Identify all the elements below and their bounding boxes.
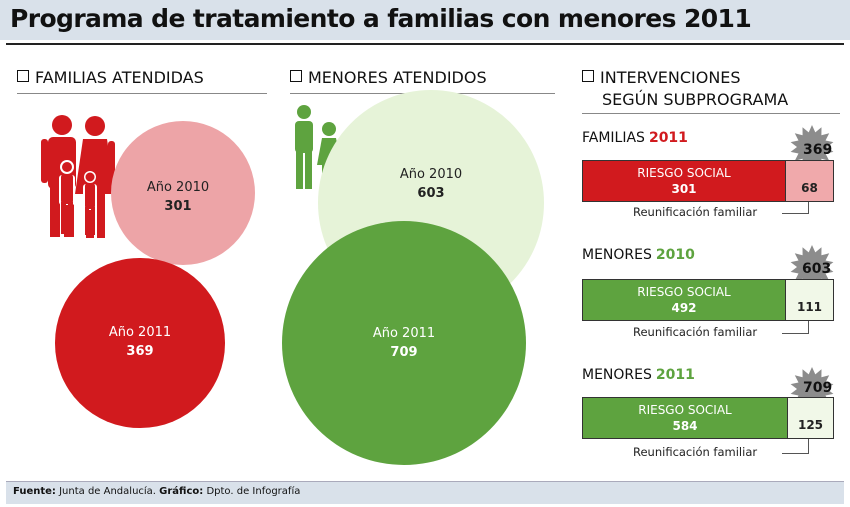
label-year: Año 2011 [372, 326, 436, 341]
section-menores-label: MENORES ATENDIDOS [308, 68, 487, 87]
group-menores-2011-heading: MENORES 2011 [582, 367, 695, 383]
label-familias-2011: Año 2011 369 [80, 323, 200, 361]
label-year: Año 2010 [399, 167, 463, 182]
label-familias-2010: Año 2010 301 [118, 178, 238, 216]
starburst-icon [790, 125, 834, 169]
checkbox-icon [582, 70, 594, 82]
bar-familias-2011: RIESGO SOCIAL 301 68 [582, 160, 834, 202]
label-menores-2010: Año 2010 603 [371, 165, 491, 203]
callout-line [782, 453, 809, 454]
reunificacion-caption: Reunificación familiar [633, 445, 758, 459]
riesgo-value: 584 [672, 419, 698, 433]
group-menores-2010-heading: MENORES 2010 [582, 247, 695, 263]
reunificacion-caption: Reunificación familiar [633, 205, 758, 219]
footer-credits: Fuente: Junta de Andalucía. Gráfico: Dpt… [13, 486, 300, 497]
bubble-menores-2011 [281, 220, 527, 466]
bar-menores-2010: RIESGO SOCIAL 492 111 [582, 279, 834, 321]
callout-tick [808, 439, 809, 453]
label-menores-2011: Año 2011 709 [344, 324, 464, 362]
riesgo-value: 492 [671, 301, 697, 315]
section-menores: MENORES ATENDIDOS [290, 68, 487, 87]
section-familias: FAMILIAS ATENDIDAS [17, 68, 204, 87]
label-value: 301 [164, 199, 192, 214]
bar-reunificacion: 125 [787, 398, 833, 438]
section-intervenciones: INTERVENCIONES [582, 68, 741, 87]
riesgo-label: RIESGO SOCIAL [638, 403, 732, 417]
riesgo-label: RIESGO SOCIAL [637, 166, 731, 180]
section-familias-label: FAMILIAS ATENDIDAS [35, 68, 204, 87]
page-title: Programa de tratamiento a familias con m… [10, 4, 752, 33]
bubble-familias-2010 [111, 121, 255, 265]
footer-grafico-label: Gráfico: [159, 486, 204, 497]
group-label: MENORES [582, 247, 652, 263]
section-rule [17, 93, 267, 94]
checkbox-icon [290, 70, 302, 82]
group-label: MENORES [582, 367, 652, 383]
section-intervenciones-line2: SEGÚN SUBPROGRAMA [602, 90, 789, 109]
bar-reunificacion: 68 [785, 161, 833, 201]
label-value: 603 [417, 186, 445, 201]
family-group-icon [41, 115, 115, 238]
group-year: 2011 [655, 367, 695, 383]
footer-rule [6, 481, 844, 482]
group-year: 2011 [648, 130, 688, 146]
label-year: Año 2011 [108, 325, 172, 340]
checkbox-icon [17, 70, 29, 82]
header-rule [6, 43, 844, 45]
total-menores-2011: 709 [803, 380, 833, 396]
section-intervenciones-line1: INTERVENCIONES [600, 68, 741, 87]
riesgo-value: 301 [671, 182, 697, 196]
bar-reunificacion: 111 [785, 280, 833, 320]
footer-grafico: Dpto. de Infografía [203, 486, 301, 497]
group-familias-2011-heading: FAMILIAS 2011 [582, 130, 688, 146]
label-year: Año 2010 [146, 180, 210, 195]
footer-bar [6, 482, 844, 504]
bar-riesgo-social: RIESGO SOCIAL 301 [583, 161, 785, 201]
section-rule [582, 113, 840, 114]
header-bar [0, 0, 850, 40]
label-value: 709 [390, 345, 418, 360]
bar-riesgo-social: RIESGO SOCIAL 584 [583, 398, 787, 438]
bar-menores-2011: RIESGO SOCIAL 584 125 [582, 397, 834, 439]
bubble-familias-2011 [55, 258, 225, 428]
callout-line [782, 333, 809, 334]
group-label: FAMILIAS [582, 130, 645, 146]
footer-fuente: Junta de Andalucía. [55, 486, 160, 497]
callout-tick [808, 321, 809, 333]
riesgo-label: RIESGO SOCIAL [637, 285, 731, 299]
reunificacion-caption: Reunificación familiar [633, 325, 758, 339]
group-year: 2010 [655, 247, 695, 263]
callout-tick [808, 202, 809, 213]
starburst-icon [790, 245, 834, 289]
footer-fuente-label: Fuente: [13, 486, 56, 497]
total-menores-2010: 603 [802, 261, 832, 277]
bar-riesgo-social: RIESGO SOCIAL 492 [583, 280, 785, 320]
label-value: 369 [126, 344, 154, 359]
total-familias-2011: 369 [803, 142, 833, 158]
callout-line [782, 213, 809, 214]
